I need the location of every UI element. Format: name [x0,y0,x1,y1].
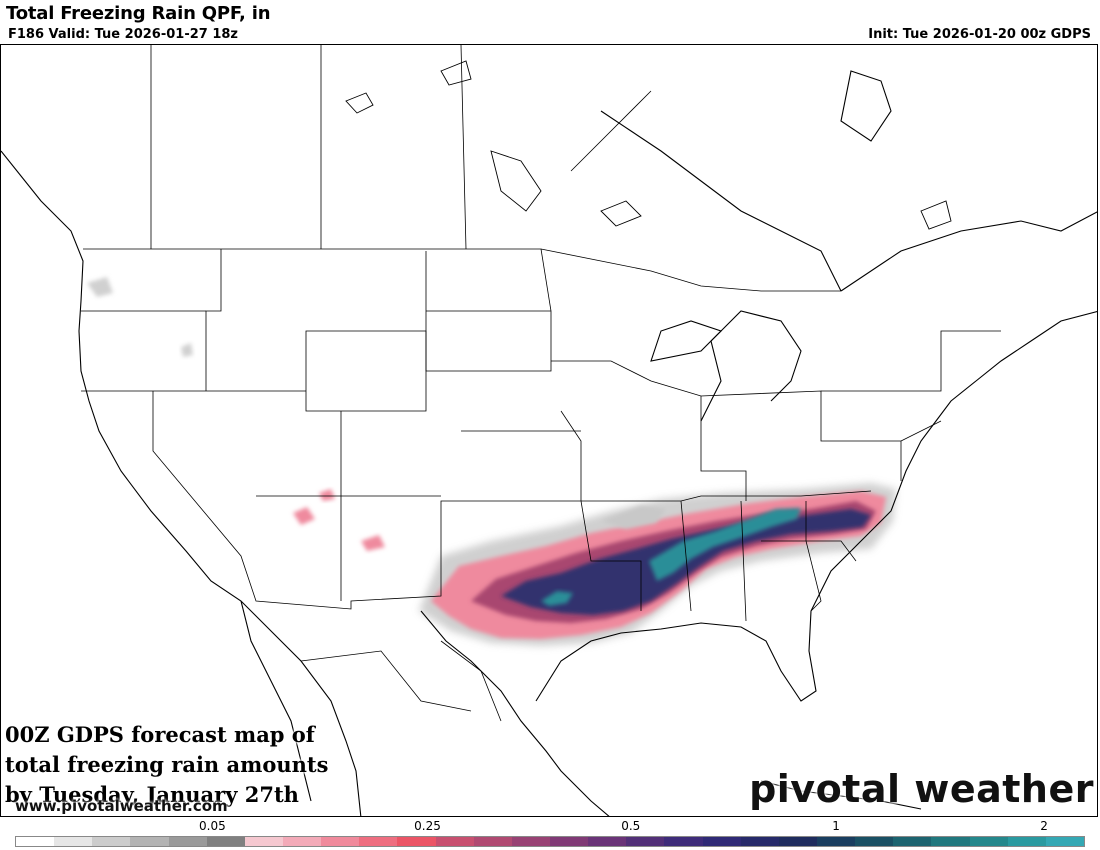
lakes [345,60,952,230]
forecast-map [0,44,1098,817]
colorbar-swatch [816,837,856,846]
colorbar-swatch [359,837,398,846]
colorbar-swatch [1045,837,1084,846]
colorbar-swatch [435,837,474,846]
colorbar-swatch [931,837,970,846]
caption-line: total freezing rain amounts [5,752,329,777]
colorbar-swatch [130,837,169,846]
map-title: Total Freezing Rain QPF, in [6,3,271,24]
colorbar-swatch [549,837,589,846]
colorbar-tick-label: 0.05 [199,819,226,833]
colorbar-tick-label: 2 [1040,819,1048,833]
colorbar-swatch [855,837,894,846]
colorbar-swatch [588,837,627,846]
colorbar-swatch [282,837,322,846]
map-canvas [1,45,1097,816]
colorbar-swatch [16,837,55,846]
colorbar-swatch [969,837,1008,846]
colorbar-tick-label: 0.25 [414,819,441,833]
caption-line: 00Z GDPS forecast map of [5,722,315,747]
colorbar-swatch [778,837,817,846]
colorbar-swatch [626,837,665,846]
colorbar-swatch [893,837,932,846]
colorbar-swatch [397,837,436,846]
colorbar-swatch [702,837,741,846]
coastlines [1,70,1097,816]
colorbar-legend [15,836,1085,847]
valid-time-label: F186 Valid: Tue 2026-01-27 18z [8,27,238,42]
freezing-rain-shading [87,277,896,646]
colorbar-swatch [740,837,779,846]
init-time-label: Init: Tue 2026-01-20 00z GDPS [868,27,1091,42]
forecast-caption: 00Z GDPS forecast map of total freezing … [5,720,335,810]
colorbar-swatch [473,837,512,846]
colorbar-swatch [54,837,93,846]
state-boundaries [81,45,1001,722]
site-url-watermark: www.pivotalweather.com [15,797,228,815]
colorbar-swatch [511,837,550,846]
colorbar-swatch [664,837,703,846]
colorbar-tick-label: 1 [832,819,840,833]
colorbar-swatch [244,837,283,846]
colorbar-swatch [92,837,131,846]
colorbar-swatch [206,837,245,846]
colorbar-swatch [1007,837,1046,846]
caption-line: by Tuesday, January 27th [5,782,299,807]
colorbar-swatch [321,837,360,846]
colorbar-swatch [168,837,207,846]
colorbar-ticks: 0.05 0.25 0.5 1 2 [0,819,1100,835]
brand-logo: pivotal weather [749,767,1094,811]
colorbar-tick-label: 0.5 [621,819,641,833]
